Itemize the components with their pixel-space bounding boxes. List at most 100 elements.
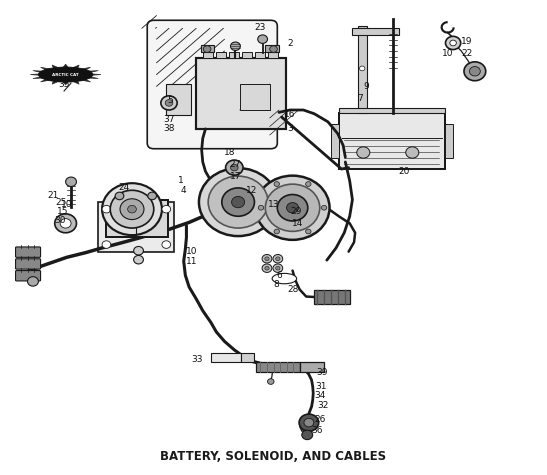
Text: 35: 35 bbox=[58, 79, 69, 88]
Circle shape bbox=[102, 183, 162, 235]
Text: 38: 38 bbox=[163, 124, 174, 133]
Circle shape bbox=[203, 46, 211, 52]
Circle shape bbox=[274, 229, 280, 234]
Circle shape bbox=[115, 192, 124, 199]
Bar bbox=[445, 124, 453, 158]
Text: 9: 9 bbox=[363, 82, 369, 91]
Text: 39: 39 bbox=[317, 368, 328, 377]
FancyBboxPatch shape bbox=[15, 259, 40, 269]
Text: 3: 3 bbox=[287, 124, 293, 133]
Circle shape bbox=[161, 96, 177, 110]
Circle shape bbox=[258, 35, 267, 43]
Text: 25: 25 bbox=[56, 198, 67, 207]
Text: ARCTIC CAT: ARCTIC CAT bbox=[53, 73, 79, 76]
Text: 2: 2 bbox=[287, 39, 293, 48]
Circle shape bbox=[464, 62, 486, 81]
Bar bbox=[106, 200, 168, 238]
Text: 28: 28 bbox=[287, 285, 298, 294]
Circle shape bbox=[60, 218, 71, 228]
Circle shape bbox=[306, 229, 311, 234]
Circle shape bbox=[359, 66, 365, 71]
Circle shape bbox=[258, 205, 264, 210]
Bar bbox=[339, 114, 445, 169]
Bar bbox=[196, 58, 286, 129]
Bar bbox=[255, 52, 265, 58]
Circle shape bbox=[265, 184, 320, 231]
Circle shape bbox=[110, 190, 154, 228]
Bar bbox=[330, 124, 339, 158]
Text: 33: 33 bbox=[191, 355, 203, 364]
Text: 15: 15 bbox=[56, 207, 68, 216]
Polygon shape bbox=[300, 427, 315, 431]
Circle shape bbox=[165, 100, 173, 106]
Bar bbox=[229, 52, 238, 58]
FancyBboxPatch shape bbox=[15, 247, 40, 257]
Text: 5: 5 bbox=[167, 96, 173, 105]
Circle shape bbox=[445, 36, 461, 49]
Text: 10: 10 bbox=[442, 49, 453, 58]
Circle shape bbox=[27, 277, 38, 286]
Text: 7: 7 bbox=[358, 94, 363, 103]
Circle shape bbox=[262, 255, 272, 263]
Bar bbox=[166, 84, 191, 115]
Text: 18: 18 bbox=[224, 148, 236, 157]
Text: 27: 27 bbox=[230, 160, 241, 169]
Circle shape bbox=[265, 266, 269, 270]
Circle shape bbox=[55, 214, 77, 233]
Circle shape bbox=[302, 430, 313, 439]
Text: 22: 22 bbox=[461, 49, 472, 58]
Circle shape bbox=[222, 188, 254, 216]
Text: BATTERY, SOLENOID, AND CABLES: BATTERY, SOLENOID, AND CABLES bbox=[160, 450, 387, 463]
Text: 12: 12 bbox=[246, 186, 258, 195]
Circle shape bbox=[102, 205, 111, 213]
Circle shape bbox=[306, 181, 311, 186]
Circle shape bbox=[304, 418, 314, 427]
Circle shape bbox=[162, 241, 171, 248]
Circle shape bbox=[299, 414, 319, 431]
Circle shape bbox=[265, 257, 269, 261]
Text: 24: 24 bbox=[118, 183, 130, 192]
Text: 30: 30 bbox=[54, 216, 66, 225]
Circle shape bbox=[133, 247, 143, 255]
Bar bbox=[256, 361, 300, 372]
Text: 6: 6 bbox=[276, 271, 282, 280]
Text: 19: 19 bbox=[461, 37, 473, 46]
Text: 8: 8 bbox=[274, 280, 279, 289]
Text: 36: 36 bbox=[311, 426, 323, 435]
Circle shape bbox=[277, 195, 308, 221]
Circle shape bbox=[273, 264, 283, 273]
Bar bbox=[268, 52, 278, 58]
Bar bbox=[240, 84, 270, 110]
Circle shape bbox=[231, 197, 245, 208]
Circle shape bbox=[270, 46, 277, 52]
Bar bbox=[203, 52, 213, 58]
Ellipse shape bbox=[38, 67, 93, 82]
Bar bbox=[352, 28, 399, 36]
Circle shape bbox=[276, 257, 280, 261]
Text: 4: 4 bbox=[181, 186, 187, 195]
Ellipse shape bbox=[272, 274, 296, 284]
Circle shape bbox=[406, 147, 419, 158]
Circle shape bbox=[230, 42, 240, 50]
Circle shape bbox=[120, 199, 144, 219]
Circle shape bbox=[273, 255, 283, 263]
Bar bbox=[265, 45, 279, 52]
Text: 17: 17 bbox=[230, 171, 241, 180]
Circle shape bbox=[148, 192, 156, 199]
Circle shape bbox=[276, 266, 280, 270]
Circle shape bbox=[262, 264, 272, 273]
Text: 10: 10 bbox=[61, 200, 72, 209]
Circle shape bbox=[127, 205, 136, 213]
Text: 32: 32 bbox=[317, 400, 328, 409]
Circle shape bbox=[162, 205, 171, 213]
Bar bbox=[339, 108, 445, 114]
Text: 23: 23 bbox=[254, 23, 266, 32]
Text: 20: 20 bbox=[398, 167, 410, 176]
Text: 37: 37 bbox=[163, 115, 174, 124]
Circle shape bbox=[469, 66, 480, 76]
Bar bbox=[300, 361, 324, 372]
FancyBboxPatch shape bbox=[147, 20, 277, 149]
Bar bbox=[211, 353, 241, 361]
Text: 10: 10 bbox=[186, 247, 197, 256]
Text: 13: 13 bbox=[267, 200, 280, 209]
